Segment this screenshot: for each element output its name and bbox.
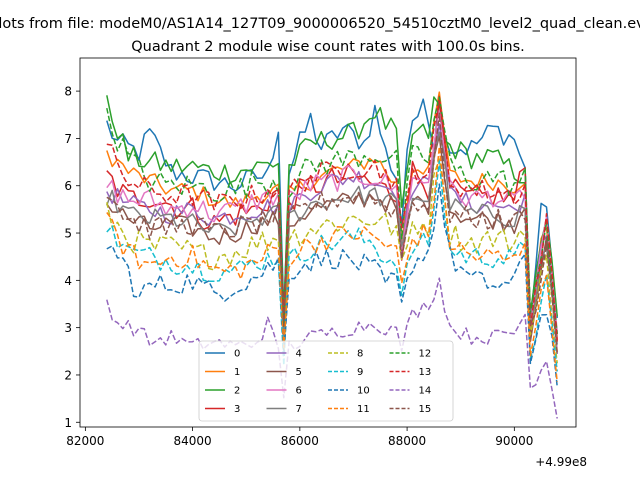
y-tick-label: 6 <box>64 179 72 193</box>
series-line-15 <box>106 112 558 355</box>
legend-label-10: 10 <box>357 386 370 397</box>
plot-frame <box>79 57 577 428</box>
series-layer <box>106 91 558 419</box>
series-line-10 <box>106 183 558 387</box>
legend-box <box>198 340 454 422</box>
series-line-2 <box>106 95 558 317</box>
x-tick-label: 88000 <box>388 434 426 448</box>
legend-label-12: 12 <box>419 349 432 360</box>
legend-label-3: 3 <box>234 404 240 415</box>
chart-title: Quadrant 2 module wise count rates with … <box>131 39 525 55</box>
legend-label-6: 6 <box>296 386 302 397</box>
series-line-8 <box>106 158 558 364</box>
series-line-11 <box>106 146 558 383</box>
y-tick-label: 5 <box>64 227 72 241</box>
legend-label-5: 5 <box>296 367 302 378</box>
legend-label-7: 7 <box>296 404 302 415</box>
legend-label-1: 1 <box>234 367 240 378</box>
legend-label-4: 4 <box>296 349 302 360</box>
legend-label-15: 15 <box>419 404 432 415</box>
legend-label-11: 11 <box>357 404 370 415</box>
series-line-4 <box>106 123 558 355</box>
legend-label-14: 14 <box>419 386 432 397</box>
x-offset-label: +4.99e8 <box>535 455 587 469</box>
series-line-14 <box>106 277 558 419</box>
y-tick-label: 7 <box>64 132 72 146</box>
legend-label-8: 8 <box>357 349 363 360</box>
y-tick-label: 3 <box>64 321 72 335</box>
x-tick-label: 82000 <box>66 434 104 448</box>
y-tick-label: 4 <box>64 274 72 288</box>
y-tick-label: 8 <box>64 85 72 99</box>
legend-label-0: 0 <box>234 349 240 360</box>
legend-label-13: 13 <box>419 367 432 378</box>
x-tick-label: 84000 <box>174 434 212 448</box>
y-tick-label: 2 <box>64 368 72 382</box>
figure-title: Plots from file: modeM0/AS1A14_127T09_90… <box>0 16 640 32</box>
x-tick-label: 90000 <box>495 434 533 448</box>
series-line-13 <box>106 99 558 342</box>
series-line-12 <box>106 96 558 334</box>
series-line-9 <box>106 160 558 372</box>
series-line-1 <box>106 91 558 352</box>
series-line-6 <box>106 109 558 336</box>
x-tick-label: 86000 <box>281 434 319 448</box>
y-tick-label: 1 <box>64 416 72 430</box>
legend-label-9: 9 <box>357 367 363 378</box>
legend-label-2: 2 <box>234 386 240 397</box>
